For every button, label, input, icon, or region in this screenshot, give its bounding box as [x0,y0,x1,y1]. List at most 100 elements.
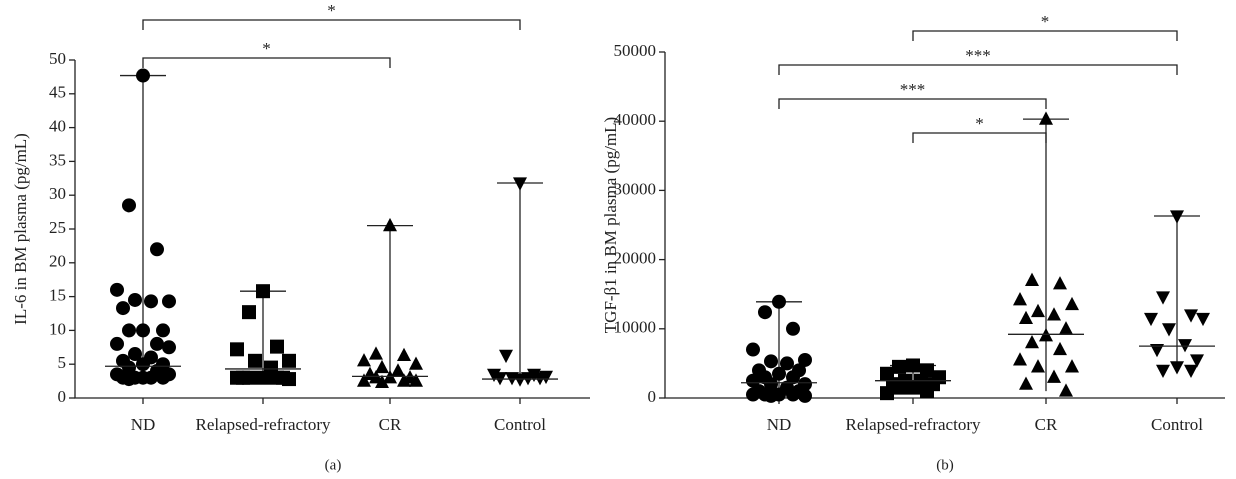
data-point [162,294,176,309]
data-point [786,387,800,402]
data-point [122,360,136,375]
data-point [375,359,389,374]
significance-bracket [142,19,521,30]
data-point [270,339,284,354]
x-tick-label: CR [379,415,402,434]
y-tick-label: 10000 [614,318,657,337]
data-point [1162,323,1176,337]
data-point [256,284,270,299]
significance-bracket [142,57,391,68]
y-tick-label: 50000 [614,41,657,60]
data-point [248,353,262,368]
x-tick-label: ND [767,415,792,434]
y-tick-label: 20 [49,252,66,271]
data-point [156,323,170,338]
data-point [270,370,284,385]
data-point [1053,276,1067,290]
data-point [1031,359,1045,373]
data-point [892,359,906,374]
data-point [764,388,778,403]
data-point [397,347,411,362]
data-point [230,370,244,385]
data-point [375,374,389,389]
data-point [1196,312,1210,327]
data-point [746,387,760,402]
y-tick-label: 35 [49,150,66,169]
data-point [282,353,296,368]
data-point [397,373,411,387]
data-point [409,356,423,370]
data-point [772,294,786,309]
data-point [1025,272,1039,286]
y-tick-label: 15 [49,286,66,305]
data-point [122,323,136,338]
y-tick-label: 10 [49,319,66,338]
data-point [1047,307,1061,321]
data-point [1059,383,1073,397]
x-tick-label: ND [131,415,156,434]
significance-label: * [1041,12,1050,31]
data-point [772,366,786,381]
data-point [144,294,158,309]
data-point [1025,334,1039,349]
x-tick-label: CR [1035,415,1058,434]
data-point [282,372,296,387]
data-point [780,356,794,371]
data-point [128,347,142,362]
data-point [242,370,256,385]
data-point [1144,312,1158,327]
data-point [156,370,170,385]
data-point [920,384,934,399]
data-point [1170,210,1184,224]
data-point [1059,321,1073,335]
y-tick-label: 0 [58,387,67,406]
x-tick-label: Control [1151,415,1203,434]
x-tick-label: Relapsed-refractory [196,415,331,434]
data-point [1047,369,1061,383]
y-tick-label: 45 [49,83,66,102]
significance-bracket [912,132,1047,143]
data-point [1156,291,1170,305]
data-point [746,342,760,357]
y-axis-label: IL-6 in BM plasma (pg/mL) [11,133,30,325]
data-point [906,358,920,373]
data-point [758,305,772,320]
data-point [409,373,423,387]
data-point [136,370,150,385]
data-point [136,357,150,372]
significance-label: * [327,1,336,20]
data-point [110,282,124,297]
data-point [128,292,142,307]
data-point [122,198,136,213]
data-point [764,377,778,392]
data-point [110,336,124,351]
data-point [906,380,920,395]
significance-label: * [262,39,271,58]
data-point [1031,303,1045,318]
data-point [892,380,906,395]
data-point [798,352,812,367]
data-point [136,323,150,338]
y-tick-label: 25 [49,218,66,237]
data-point [746,373,760,388]
data-point [122,372,136,387]
data-point [1156,364,1170,379]
y-axis-label: TGF-β1 in BM plasma (pg/mL) [601,117,620,333]
x-tick-label: Control [494,415,546,434]
data-point [1190,354,1204,368]
y-tick-label: 40 [49,117,66,136]
significance-bracket [778,64,1178,75]
y-tick-label: 0 [648,387,657,406]
data-point [1184,309,1198,323]
data-point [242,305,256,320]
y-tick-label: 30000 [614,179,657,198]
data-point [786,370,800,385]
y-tick-label: 30 [49,184,66,203]
data-point [150,336,164,351]
data-point [1013,292,1027,306]
data-point [499,349,513,364]
data-point [357,373,371,387]
data-point [1065,359,1079,373]
data-point [1013,352,1027,366]
